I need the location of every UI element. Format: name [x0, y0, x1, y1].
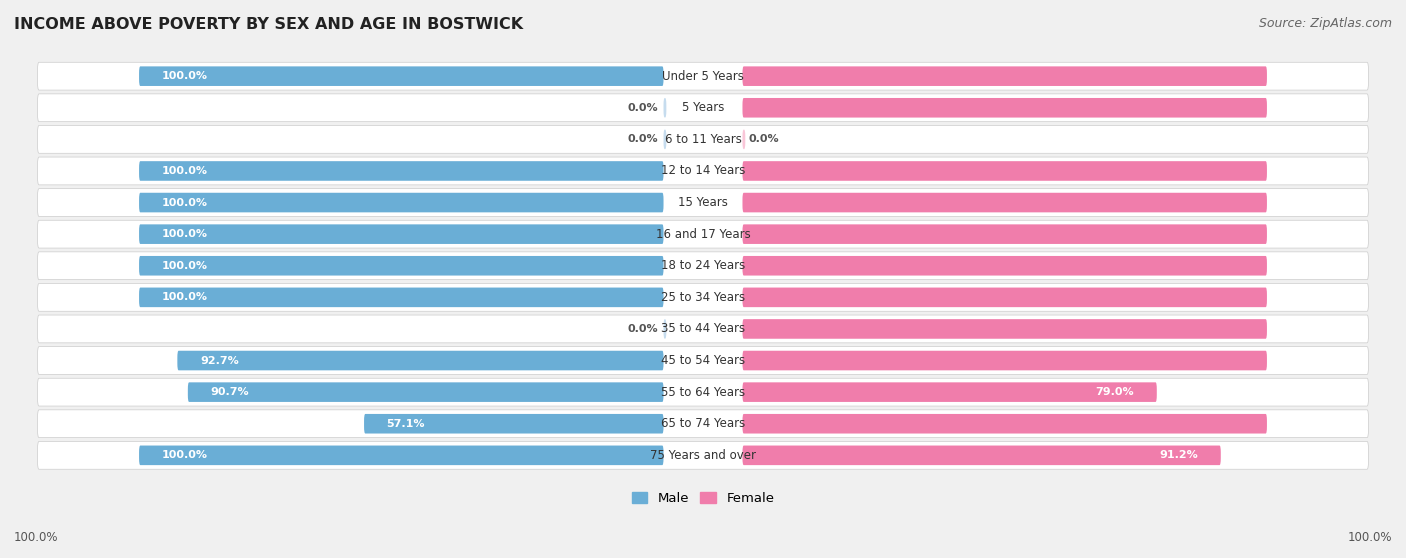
Text: 91.2%: 91.2% — [1160, 450, 1198, 460]
Text: 100.0%: 100.0% — [162, 292, 208, 302]
FancyBboxPatch shape — [742, 287, 1267, 307]
FancyBboxPatch shape — [38, 126, 1368, 153]
FancyBboxPatch shape — [38, 410, 1368, 437]
FancyBboxPatch shape — [38, 441, 1368, 469]
Text: 55 to 64 Years: 55 to 64 Years — [661, 386, 745, 398]
Text: 100.0%: 100.0% — [1301, 198, 1346, 208]
FancyBboxPatch shape — [38, 283, 1368, 311]
Text: 100.0%: 100.0% — [162, 229, 208, 239]
FancyBboxPatch shape — [742, 66, 1267, 86]
Legend: Male, Female: Male, Female — [627, 488, 779, 509]
Text: 100.0%: 100.0% — [162, 450, 208, 460]
FancyBboxPatch shape — [742, 161, 1267, 181]
Text: 100.0%: 100.0% — [1301, 103, 1346, 113]
FancyBboxPatch shape — [188, 382, 664, 402]
FancyBboxPatch shape — [664, 98, 666, 118]
Text: 57.1%: 57.1% — [387, 418, 425, 429]
FancyBboxPatch shape — [38, 378, 1368, 406]
FancyBboxPatch shape — [742, 445, 1220, 465]
FancyBboxPatch shape — [38, 347, 1368, 374]
FancyBboxPatch shape — [742, 224, 1267, 244]
FancyBboxPatch shape — [742, 382, 1157, 402]
Text: 0.0%: 0.0% — [627, 134, 658, 145]
Text: 100.0%: 100.0% — [162, 261, 208, 271]
FancyBboxPatch shape — [742, 193, 1267, 213]
FancyBboxPatch shape — [38, 315, 1368, 343]
FancyBboxPatch shape — [139, 193, 664, 213]
FancyBboxPatch shape — [742, 319, 1267, 339]
FancyBboxPatch shape — [38, 252, 1368, 280]
FancyBboxPatch shape — [139, 287, 664, 307]
Text: 18 to 24 Years: 18 to 24 Years — [661, 259, 745, 272]
Text: 100.0%: 100.0% — [1301, 229, 1346, 239]
Text: 16 and 17 Years: 16 and 17 Years — [655, 228, 751, 240]
Text: 100.0%: 100.0% — [1301, 292, 1346, 302]
FancyBboxPatch shape — [139, 66, 664, 86]
Text: 65 to 74 Years: 65 to 74 Years — [661, 417, 745, 430]
Text: 100.0%: 100.0% — [162, 198, 208, 208]
Text: 75 Years and over: 75 Years and over — [650, 449, 756, 462]
Text: 0.0%: 0.0% — [627, 103, 658, 113]
Text: 90.7%: 90.7% — [211, 387, 249, 397]
FancyBboxPatch shape — [38, 220, 1368, 248]
Text: 100.0%: 100.0% — [162, 166, 208, 176]
Text: 100.0%: 100.0% — [1301, 261, 1346, 271]
FancyBboxPatch shape — [38, 62, 1368, 90]
FancyBboxPatch shape — [38, 94, 1368, 122]
Text: 100.0%: 100.0% — [1301, 324, 1346, 334]
Text: 100.0%: 100.0% — [1301, 418, 1346, 429]
FancyBboxPatch shape — [38, 157, 1368, 185]
FancyBboxPatch shape — [742, 129, 745, 149]
FancyBboxPatch shape — [139, 256, 664, 276]
Text: 100.0%: 100.0% — [14, 531, 59, 544]
Text: 100.0%: 100.0% — [1301, 71, 1346, 81]
Text: 100.0%: 100.0% — [1301, 166, 1346, 176]
FancyBboxPatch shape — [139, 161, 664, 181]
FancyBboxPatch shape — [742, 414, 1267, 434]
Text: 100.0%: 100.0% — [162, 71, 208, 81]
FancyBboxPatch shape — [664, 319, 666, 339]
FancyBboxPatch shape — [742, 351, 1267, 371]
FancyBboxPatch shape — [139, 445, 664, 465]
Text: Under 5 Years: Under 5 Years — [662, 70, 744, 83]
FancyBboxPatch shape — [177, 351, 664, 371]
Text: 12 to 14 Years: 12 to 14 Years — [661, 165, 745, 177]
FancyBboxPatch shape — [38, 189, 1368, 217]
Text: 25 to 34 Years: 25 to 34 Years — [661, 291, 745, 304]
Text: 0.0%: 0.0% — [627, 324, 658, 334]
Text: 0.0%: 0.0% — [748, 134, 779, 145]
Text: 6 to 11 Years: 6 to 11 Years — [665, 133, 741, 146]
FancyBboxPatch shape — [364, 414, 664, 434]
Text: 45 to 54 Years: 45 to 54 Years — [661, 354, 745, 367]
Text: INCOME ABOVE POVERTY BY SEX AND AGE IN BOSTWICK: INCOME ABOVE POVERTY BY SEX AND AGE IN B… — [14, 17, 523, 32]
Text: 15 Years: 15 Years — [678, 196, 728, 209]
Text: 5 Years: 5 Years — [682, 101, 724, 114]
Text: Source: ZipAtlas.com: Source: ZipAtlas.com — [1258, 17, 1392, 30]
Text: 79.0%: 79.0% — [1095, 387, 1135, 397]
FancyBboxPatch shape — [139, 224, 664, 244]
FancyBboxPatch shape — [742, 98, 1267, 118]
Text: 100.0%: 100.0% — [1347, 531, 1392, 544]
FancyBboxPatch shape — [664, 129, 666, 149]
Text: 100.0%: 100.0% — [1301, 355, 1346, 365]
FancyBboxPatch shape — [742, 256, 1267, 276]
Text: 35 to 44 Years: 35 to 44 Years — [661, 323, 745, 335]
Text: 92.7%: 92.7% — [200, 355, 239, 365]
